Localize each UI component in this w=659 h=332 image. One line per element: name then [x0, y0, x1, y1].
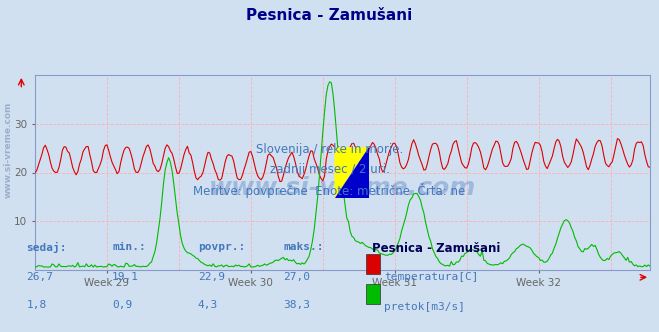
Text: temperatura[C]: temperatura[C]	[384, 272, 478, 282]
Text: 22,9: 22,9	[198, 272, 225, 282]
Polygon shape	[335, 147, 369, 198]
Text: 4,3: 4,3	[198, 300, 218, 310]
Text: 19,1: 19,1	[112, 272, 139, 282]
Text: zadnji mesec / 2 uri.: zadnji mesec / 2 uri.	[270, 163, 389, 176]
Text: maks.:: maks.:	[283, 242, 324, 252]
Text: Pesnica - Zamušani: Pesnica - Zamušani	[246, 8, 413, 23]
Text: 1,8: 1,8	[26, 300, 47, 310]
Text: sedaj:: sedaj:	[26, 242, 67, 253]
Text: 0,9: 0,9	[112, 300, 132, 310]
Text: povpr.:: povpr.:	[198, 242, 245, 252]
Text: Meritve: povprečne  Enote: metrične  Črta: ne: Meritve: povprečne Enote: metrične Črta:…	[193, 183, 466, 198]
Text: Slovenija / reke in morje.: Slovenija / reke in morje.	[256, 143, 403, 156]
Text: pretok[m3/s]: pretok[m3/s]	[384, 302, 465, 312]
Text: min.:: min.:	[112, 242, 146, 252]
Text: www.si-vreme.com: www.si-vreme.com	[3, 101, 13, 198]
Text: 38,3: 38,3	[283, 300, 310, 310]
Polygon shape	[335, 147, 369, 198]
Text: 27,0: 27,0	[283, 272, 310, 282]
Text: www.si-vreme.com: www.si-vreme.com	[209, 176, 476, 200]
Text: 26,7: 26,7	[26, 272, 53, 282]
Text: Pesnica - Zamušani: Pesnica - Zamušani	[372, 242, 501, 255]
